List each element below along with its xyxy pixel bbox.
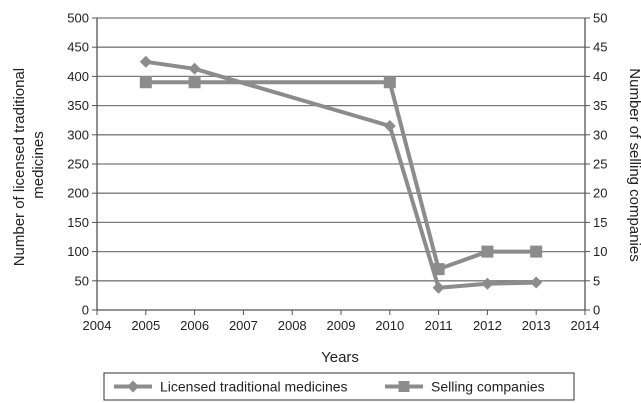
- x-tick-label: 2008: [278, 318, 307, 333]
- y-tick-label-right: 40: [593, 69, 607, 84]
- data-point-licensed-medicines: [188, 62, 201, 75]
- x-axis-title: Years: [321, 349, 359, 366]
- x-tick-label: 2007: [229, 318, 258, 333]
- y-tick-label-left: 150: [67, 215, 89, 230]
- y-tick-label-left: 450: [67, 40, 89, 55]
- y-tick-label-right: 0: [593, 303, 600, 318]
- data-point-selling-companies: [139, 76, 152, 89]
- legend-marker-diamond: [127, 380, 139, 393]
- y-tick-label-left: 300: [67, 127, 89, 142]
- y-axis-left-title: Number of licensed traditional medicines: [11, 64, 47, 267]
- x-tick-label: 2004: [83, 318, 112, 333]
- ticks: 0 50 100 150 200 250 300 350 400 450 500 0 5 10 15 20 25…: [67, 11, 607, 334]
- y-tick-label-left: 100: [67, 244, 89, 259]
- data-point-selling-companies: [432, 263, 445, 276]
- y-tick-label-left: 50: [75, 273, 89, 288]
- y-tick-label-right: 5: [593, 273, 600, 288]
- x-tick-label: 2010: [375, 318, 404, 333]
- legend-box: [103, 372, 575, 401]
- data-point-selling-companies: [530, 245, 543, 258]
- y-axis-right-title: Number of selling companies: [626, 68, 641, 261]
- series-line-licensed-medicines: [145, 59, 537, 290]
- series: [139, 55, 543, 294]
- series-line-selling-companies: [145, 80, 537, 272]
- y-tick-label-right: 30: [593, 127, 607, 142]
- y-tick-label-left: 400: [67, 69, 89, 84]
- x-tick-label: 2006: [180, 318, 209, 333]
- data-point-licensed-medicines: [530, 276, 543, 289]
- x-tick-label: 2009: [327, 318, 356, 333]
- legend-label-licensed: Licensed traditional medicines: [160, 379, 348, 395]
- y-tick-label-right: 35: [593, 98, 607, 113]
- y-tick-label-left: 200: [67, 186, 89, 201]
- legend-marker-square: [398, 381, 410, 392]
- x-tick-label: 2012: [473, 318, 502, 333]
- y-tick-label-right: 15: [593, 215, 607, 230]
- x-tick-label: 2014: [571, 318, 600, 333]
- data-point-licensed-medicines: [383, 120, 396, 133]
- x-tick-label: 2005: [131, 318, 160, 333]
- legend: Licensed traditional medicines Selling c…: [103, 372, 575, 401]
- data-point-selling-companies: [481, 245, 494, 258]
- legend-label-companies: Selling companies: [431, 379, 545, 395]
- y-tick-label-right: 50: [593, 11, 607, 26]
- data-point-selling-companies: [188, 76, 201, 89]
- y-tick-label-right: 10: [593, 244, 607, 259]
- data-point-selling-companies: [383, 76, 396, 89]
- data-point-licensed-medicines: [139, 55, 152, 68]
- y-tick-label-right: 20: [593, 186, 607, 201]
- y-axis-left-title-line-1: Number of licensed traditional: [11, 68, 28, 266]
- grid: [97, 17, 585, 282]
- y-tick-label-left: 350: [67, 98, 89, 113]
- y-tick-label-left: 0: [82, 303, 89, 318]
- y-axis-left-title-line-2: medicines: [30, 131, 47, 199]
- y-tick-label-right: 45: [593, 40, 607, 55]
- x-tick-label: 2011: [425, 318, 453, 333]
- y-tick-label-left: 250: [67, 157, 89, 172]
- data-point-licensed-medicines: [481, 277, 494, 290]
- y-tick-label-left: 500: [67, 11, 89, 26]
- y-tick-label-right: 25: [593, 157, 607, 172]
- data-point-licensed-medicines: [432, 281, 445, 294]
- x-tick-label: 2013: [522, 318, 551, 333]
